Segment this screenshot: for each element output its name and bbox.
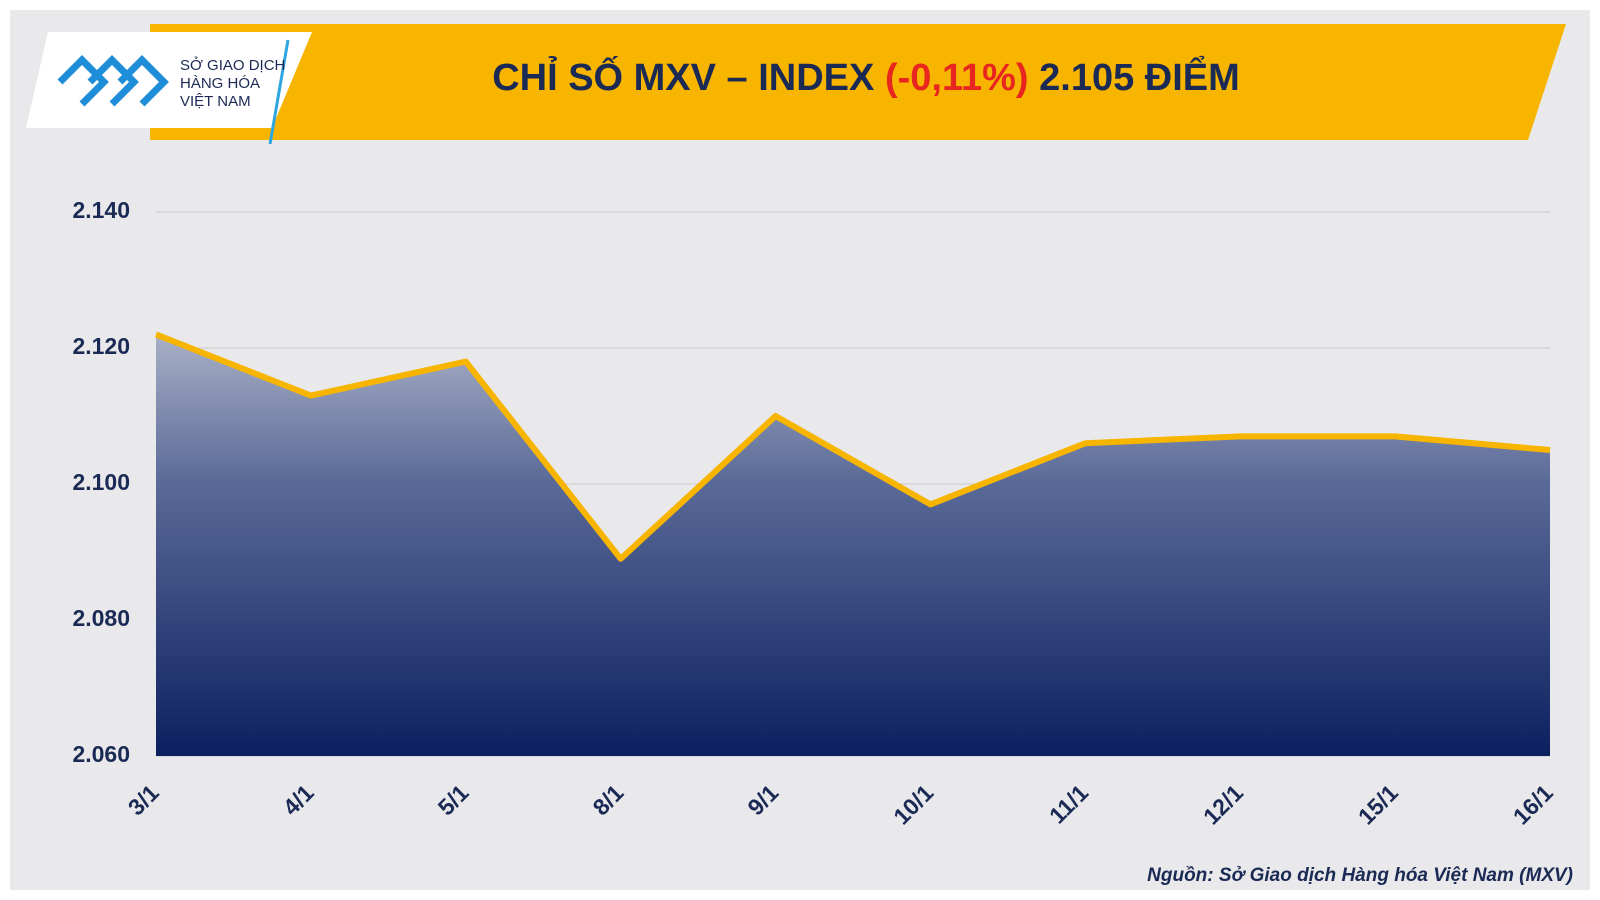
- title-banner: [150, 24, 1566, 140]
- logo-box: [26, 32, 312, 128]
- logo-text: SỞ GIAO DỊCH: [180, 56, 285, 74]
- logo-stripe: [268, 39, 290, 145]
- y-tick-label: 2.060: [72, 741, 130, 767]
- title-change: (-0,11%): [885, 57, 1029, 99]
- line: [154, 331, 1551, 562]
- logo-text: VIỆT NAM: [180, 93, 251, 110]
- chart-title: CHỈ SỐ MXV – INDEX (-0,11%) 2.105 ĐIỂM: [492, 54, 1240, 99]
- title-level: 2.105 ĐIỂM: [1039, 54, 1240, 99]
- source: Nguồn: Sở Giao dịch Hàng hóa Việt Nam (M…: [1147, 865, 1573, 886]
- logo-text: HÀNG HÓA: [180, 75, 260, 92]
- y-tick-label: 2.100: [72, 469, 130, 495]
- y-tick-label: 2.120: [72, 333, 130, 359]
- title-text: CHỈ SỐ MXV – INDEX: [492, 54, 875, 99]
- y-tick-label: 2.080: [72, 605, 130, 631]
- logo-icon: [57, 55, 169, 107]
- y-tick-label: 2.140: [72, 197, 130, 223]
